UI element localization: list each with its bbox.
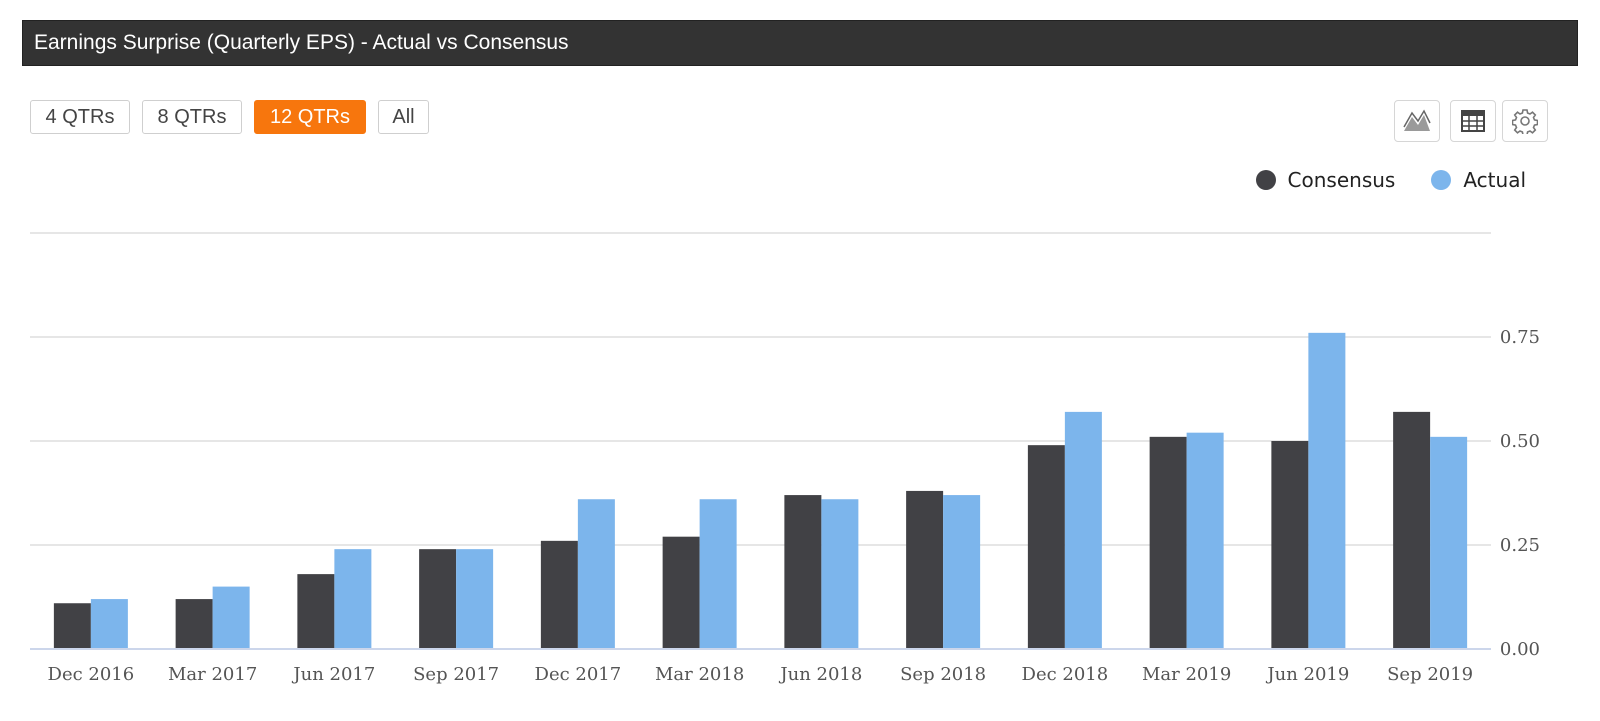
x-tick-label: Dec 2016 xyxy=(48,664,135,685)
consensus-bar[interactable] xyxy=(1027,445,1065,649)
settings-button[interactable] xyxy=(1502,100,1548,142)
actual-bar[interactable] xyxy=(821,499,859,649)
consensus-bar[interactable] xyxy=(175,599,213,649)
legend-item-actual[interactable]: Actual xyxy=(1431,168,1526,192)
x-tick-label: Dec 2017 xyxy=(535,664,622,685)
area-chart-icon xyxy=(1403,109,1431,131)
chart-title: Earnings Surprise (Quarterly EPS) - Actu… xyxy=(22,20,1578,66)
y-tick-label: 0.25 xyxy=(1500,535,1540,556)
x-tick-label: Mar 2017 xyxy=(168,664,257,685)
y-tick-label: 0.50 xyxy=(1500,431,1540,452)
table-view-button[interactable] xyxy=(1450,100,1496,142)
x-tick-label: Jun 2019 xyxy=(1265,664,1349,685)
actual-marker xyxy=(1431,170,1452,190)
consensus-bar[interactable] xyxy=(53,603,91,649)
actual-bar[interactable] xyxy=(943,495,981,649)
chart-legend: Consensus Actual xyxy=(1220,168,1526,192)
x-tick-label: Jun 2018 xyxy=(778,664,862,685)
legend-label-consensus: Consensus xyxy=(1287,168,1396,192)
actual-bar[interactable] xyxy=(212,586,250,649)
x-tick-label: Sep 2019 xyxy=(1387,664,1473,685)
consensus-bar[interactable] xyxy=(1149,436,1187,649)
x-tick-label: Sep 2018 xyxy=(900,664,986,685)
consensus-bar[interactable] xyxy=(297,574,335,649)
consensus-bar[interactable] xyxy=(1393,411,1431,649)
actual-bar[interactable] xyxy=(1308,332,1346,649)
x-tick-label: Mar 2019 xyxy=(1142,664,1231,685)
actual-bar[interactable] xyxy=(456,549,494,649)
actual-bar[interactable] xyxy=(699,499,737,649)
y-tick-label: 0.75 xyxy=(1500,327,1540,348)
actual-bar[interactable] xyxy=(1430,436,1468,649)
consensus-bar[interactable] xyxy=(662,536,700,649)
legend-item-consensus[interactable]: Consensus xyxy=(1255,168,1396,192)
actual-bar[interactable] xyxy=(1186,432,1224,649)
area-chart-view-button[interactable] xyxy=(1394,100,1440,142)
table-icon xyxy=(1461,110,1485,132)
range-all-button[interactable]: All xyxy=(378,100,429,134)
range-12-qtrs-button[interactable]: 12 QTRs xyxy=(254,100,366,134)
consensus-bar[interactable] xyxy=(419,549,457,649)
actual-bar[interactable] xyxy=(577,499,615,649)
consensus-marker xyxy=(1255,170,1276,190)
y-tick-label: 0.00 xyxy=(1500,639,1540,660)
range-4-qtrs-button[interactable]: 4 QTRs xyxy=(30,100,130,134)
actual-bar[interactable] xyxy=(334,549,372,649)
range-8-qtrs-button[interactable]: 8 QTRs xyxy=(142,100,242,134)
legend-label-actual: Actual xyxy=(1463,168,1526,192)
gear-icon xyxy=(1512,109,1538,134)
consensus-bar[interactable] xyxy=(1271,441,1309,649)
actual-bar[interactable] xyxy=(90,599,128,649)
x-tick-label: Mar 2018 xyxy=(655,664,744,685)
x-tick-label: Jun 2017 xyxy=(291,664,375,685)
x-tick-label: Dec 2018 xyxy=(1022,664,1109,685)
actual-bar[interactable] xyxy=(1064,411,1102,649)
consensus-bar[interactable] xyxy=(540,540,578,649)
consensus-bar[interactable] xyxy=(784,495,822,649)
consensus-bar[interactable] xyxy=(906,490,944,649)
x-tick-label: Sep 2017 xyxy=(413,664,499,685)
